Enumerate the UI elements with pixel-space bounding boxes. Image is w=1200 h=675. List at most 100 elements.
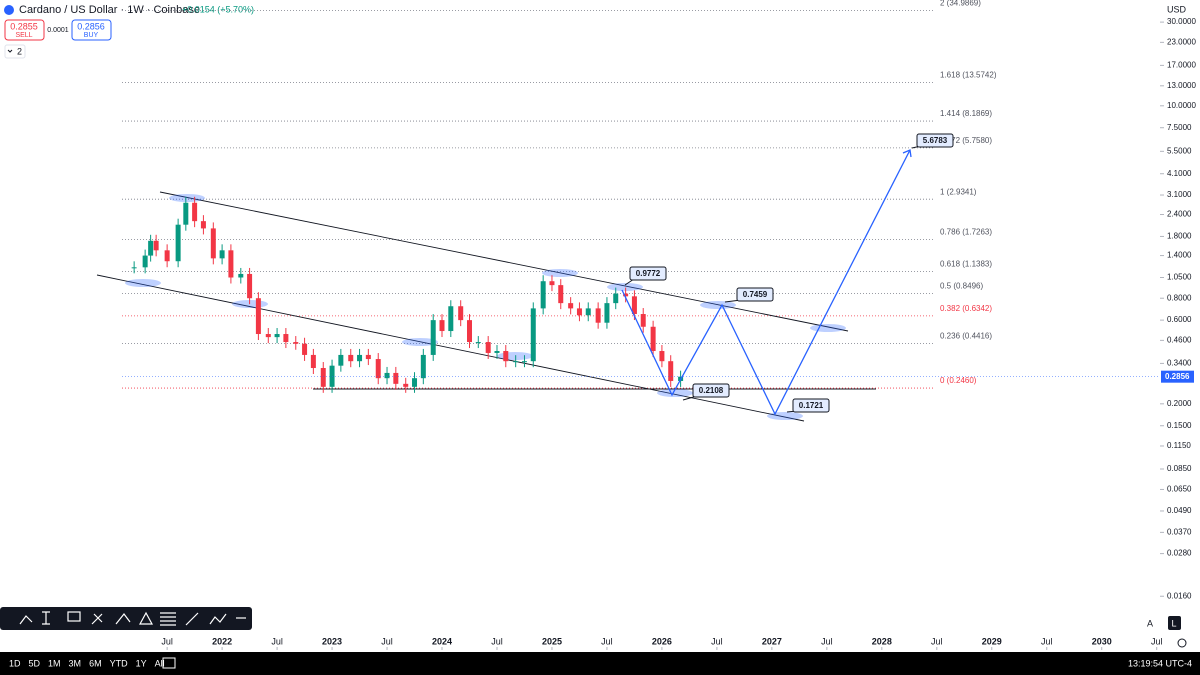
touch-highlight	[607, 283, 643, 291]
candle-body	[576, 308, 582, 316]
y-tick-label: 0.3400	[1167, 359, 1192, 368]
y-tick-label: 4.1000	[1167, 169, 1192, 178]
x-tick-label: Jul	[711, 636, 723, 646]
currency[interactable]: USD	[1167, 4, 1187, 14]
x-tick-label: 2024	[432, 636, 452, 646]
candle-body	[210, 228, 216, 259]
candle-body	[283, 334, 289, 343]
candle-body	[228, 250, 234, 278]
candle-body	[585, 308, 591, 316]
candle-body	[183, 202, 189, 225]
y-tick-label: 30.0000	[1167, 17, 1196, 26]
scale-auto[interactable]: A	[1147, 618, 1153, 628]
sell-label[interactable]: SELL	[15, 32, 32, 39]
touch-highlight	[125, 279, 161, 287]
x-tick-label: 2030	[1092, 636, 1112, 646]
y-tick-label: 1.4000	[1167, 251, 1192, 260]
callout-box	[736, 287, 774, 302]
touch-highlight	[700, 301, 736, 309]
candle-body	[142, 255, 148, 268]
buy-label[interactable]: BUY	[84, 32, 99, 39]
candle-body	[192, 202, 198, 222]
candle-body	[274, 334, 280, 338]
candle-body	[503, 351, 509, 362]
chevron	[7, 49, 13, 53]
x-tick-label: Jul	[1151, 636, 1163, 646]
range-button[interactable]: YTD	[110, 658, 129, 668]
candle-body	[513, 361, 519, 363]
candle-body	[131, 267, 137, 269]
y-tick-label: 0.8000	[1167, 293, 1192, 302]
fib-label: 0.382 (0.6342)	[940, 304, 992, 313]
y-tick-label: 1.0500	[1167, 273, 1192, 282]
last-price-box	[1161, 370, 1194, 383]
candle-body	[302, 343, 308, 355]
candle-body	[148, 240, 154, 256]
candle-body	[219, 250, 225, 259]
candle-body	[200, 221, 206, 229]
plot: 30.0000 23.0000 17.0000 13.0000 10.0000 7.500…	[96, 0, 1196, 650]
touch-highlight	[542, 269, 578, 277]
price-change: +0.0154 (+5.70%)	[182, 4, 254, 14]
y-tick-label: 5.5000	[1167, 146, 1192, 155]
scale-log[interactable]: L	[1171, 618, 1176, 628]
range-button[interactable]: 3M	[69, 658, 82, 668]
y-tick-label: 0.0650	[1167, 485, 1192, 494]
candle-body	[403, 383, 409, 387]
y-tick-label: 7.5000	[1167, 123, 1192, 132]
indicator-count[interactable]: 2	[17, 46, 22, 56]
range-button[interactable]: All	[155, 658, 165, 668]
x-tick-label: Jul	[271, 636, 283, 646]
x-tick-label: 2022	[212, 636, 232, 646]
log-toggle-bg[interactable]	[1168, 616, 1181, 630]
candle-body	[568, 303, 574, 309]
candle-body	[458, 306, 464, 321]
x-tick-label: 2027	[762, 636, 782, 646]
candle-body	[595, 308, 601, 323]
candle-body	[320, 368, 326, 387]
buy-button[interactable]	[71, 19, 112, 41]
bottom-bar	[0, 652, 1200, 675]
range-button[interactable]: 1D	[9, 658, 21, 668]
candle-body	[485, 342, 491, 353]
candle-body	[338, 354, 344, 366]
x-tick-label: 2029	[982, 636, 1002, 646]
candle-body	[613, 293, 619, 304]
y-tick-label: 0.0280	[1167, 549, 1192, 558]
candle-body	[659, 351, 665, 362]
settings-icon[interactable]	[1177, 638, 1187, 648]
x-tick-label: Jul	[601, 636, 613, 646]
fib-label: 1.272 (5.7580)	[940, 136, 992, 145]
x-tick-label: 2028	[872, 636, 892, 646]
candle-body	[164, 250, 170, 262]
touch-highlight	[497, 352, 533, 360]
sell-button[interactable]	[4, 19, 45, 41]
touch-highlight	[810, 324, 846, 332]
sell-price[interactable]: 0.2855	[10, 21, 38, 31]
range-button[interactable]: 1Y	[136, 658, 147, 668]
y-tick-label: 3.1000	[1167, 190, 1192, 199]
x-tick-label: Jul	[381, 636, 393, 646]
trend-line	[96, 274, 805, 422]
buy-price[interactable]: 0.2856	[77, 21, 105, 31]
candle-body	[384, 372, 390, 379]
candle-body	[238, 273, 244, 278]
candle-body	[466, 320, 472, 343]
touch-highlight	[767, 412, 803, 420]
range-button[interactable]: 5D	[29, 658, 41, 668]
date-range-icon[interactable]	[162, 657, 176, 669]
candle-body	[448, 306, 454, 332]
candle-body	[329, 365, 335, 387]
fib-label: 1.618 (13.5742)	[940, 71, 997, 80]
toolbar-icons	[19, 611, 246, 626]
x-tick-label: Jul	[161, 636, 173, 646]
range-button[interactable]: 6M	[89, 658, 102, 668]
candle-body	[439, 320, 445, 332]
candle-body	[540, 281, 546, 309]
candle-body	[549, 281, 555, 286]
indicator-toggle[interactable]	[4, 44, 26, 59]
y-tick-label: 1.8000	[1167, 232, 1192, 241]
trend-line	[159, 191, 849, 332]
range-button[interactable]: 1M	[48, 658, 61, 668]
candle-body	[153, 240, 159, 251]
